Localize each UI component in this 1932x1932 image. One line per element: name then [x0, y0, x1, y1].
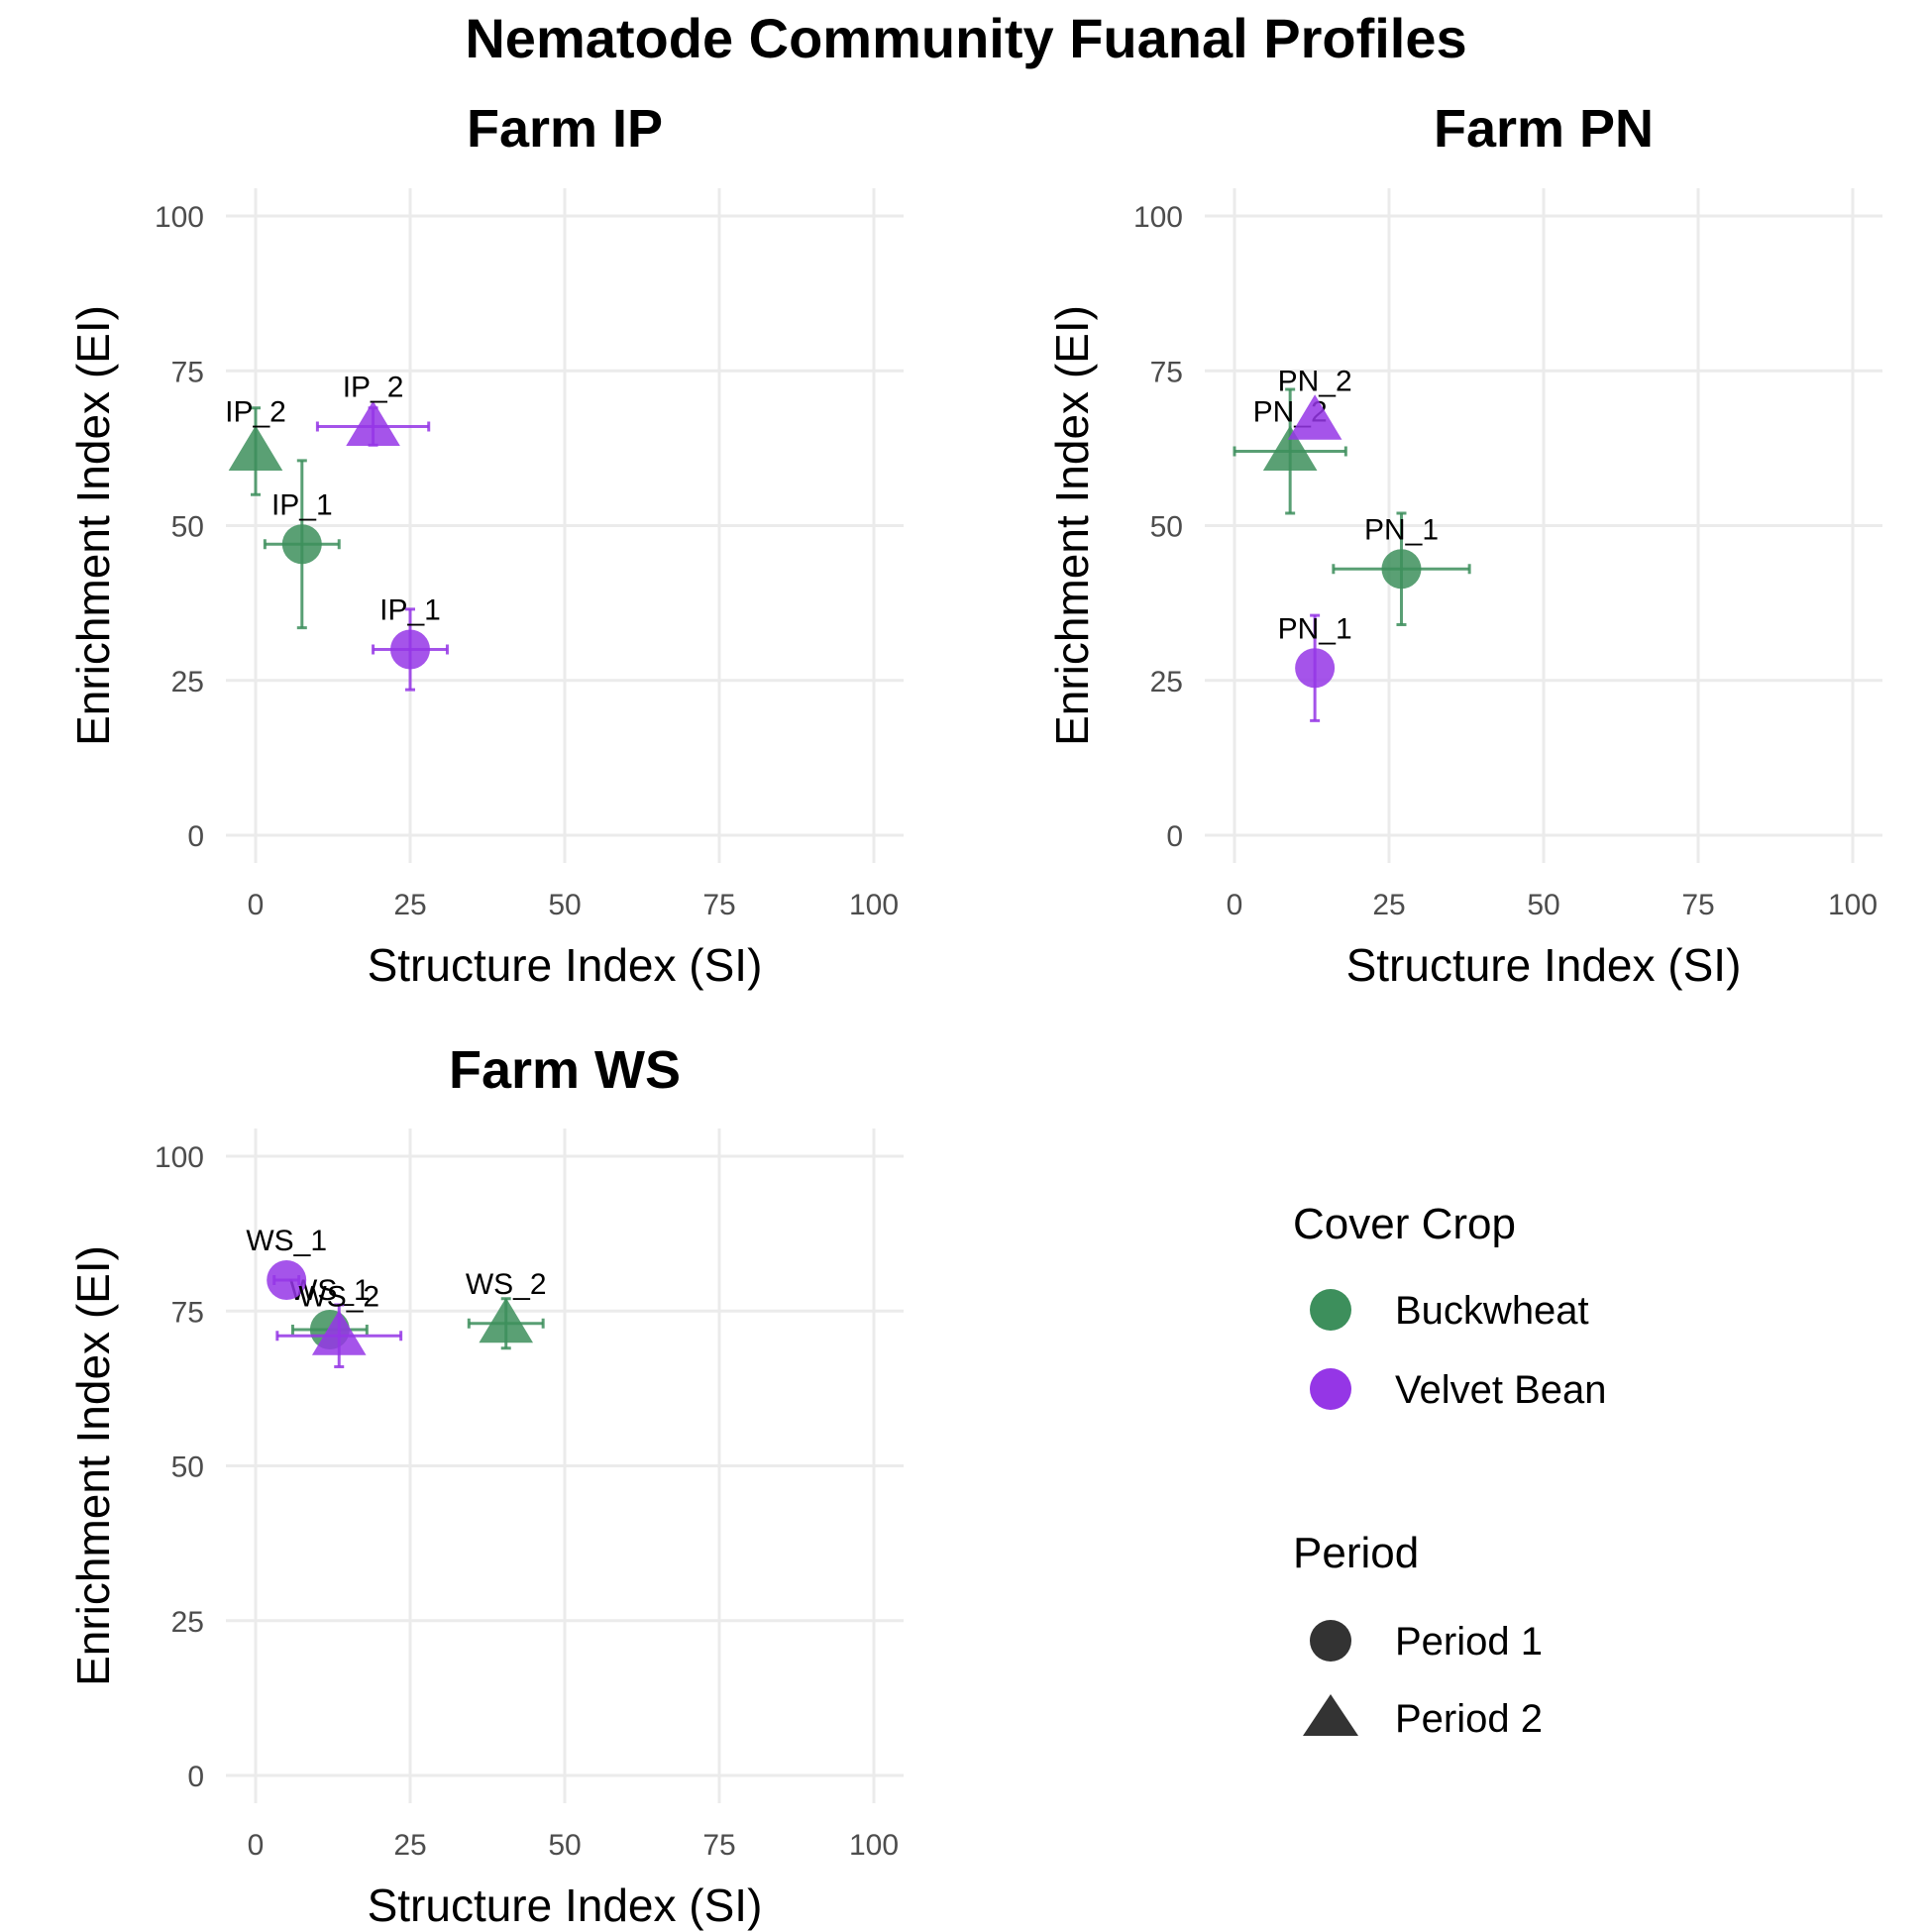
x-tick-label: 75: [702, 889, 735, 921]
data-point-group: PN_1: [1278, 612, 1352, 722]
y-tick-label: 100: [1133, 201, 1183, 234]
legend-label-velvet-bean: Velvet Bean: [1395, 1368, 1607, 1412]
legend-label-buckwheat: Buckwheat: [1395, 1289, 1589, 1333]
x-tick-label: 25: [393, 1829, 426, 1862]
y-tick-label: 50: [1150, 511, 1183, 544]
data-point-triangle: [228, 425, 283, 471]
data-point-group: WS_2: [466, 1268, 547, 1350]
panel-title: Farm PN: [1434, 99, 1654, 159]
x-tick-label: 100: [849, 889, 899, 921]
point-label: WS_2: [298, 1280, 379, 1313]
y-tick-label: 25: [171, 1606, 204, 1639]
x-tick-label: 50: [1527, 889, 1559, 921]
legend-swatch-velvet-bean: [1310, 1368, 1351, 1410]
data-point-circle: [1381, 549, 1422, 590]
y-tick-label: 100: [155, 1141, 204, 1174]
data-point-group: IP_1: [372, 594, 449, 692]
point-label: WS_2: [466, 1268, 547, 1301]
y-tick-label: 0: [187, 1761, 204, 1793]
legend-shape-triangle: [1303, 1694, 1358, 1736]
x-tick-label: 50: [548, 889, 581, 921]
point-label: IP_2: [225, 396, 286, 429]
figure-title: Nematode Community Fuanal Profiles: [465, 7, 1466, 69]
y-tick-label: 75: [1150, 356, 1183, 388]
x-tick-label: 0: [248, 1829, 265, 1862]
data-point-group: PN_2: [1233, 387, 1347, 515]
data-point-triangle: [346, 400, 400, 446]
data-point-circle: [267, 1260, 307, 1300]
y-axis-label: Enrichment Index (EI): [1046, 305, 1098, 746]
point-label: PN_1: [1364, 513, 1439, 546]
legend-title-period: Period: [1293, 1529, 1419, 1577]
x-tick-label: 75: [702, 1829, 735, 1862]
y-tick-label: 0: [187, 820, 204, 853]
legend: Cover Crop Buckwheat Velvet Bean Period …: [1293, 1200, 1607, 1741]
x-tick-label: 25: [393, 889, 426, 921]
x-tick-label: 25: [1372, 889, 1405, 921]
panel-title: Farm WS: [449, 1040, 681, 1100]
x-axis-label: Structure Index (SI): [368, 939, 763, 991]
data-point-triangle: [479, 1297, 534, 1343]
data-point-triangle: [1287, 394, 1342, 440]
y-tick-label: 75: [171, 1296, 204, 1329]
data-point-group: PN_1: [1332, 511, 1471, 626]
y-tick-label: 25: [171, 666, 204, 698]
legend-title-crop: Cover Crop: [1293, 1200, 1516, 1248]
x-tick-label: 75: [1681, 889, 1714, 921]
point-label: PN_2: [1278, 365, 1352, 397]
data-point-circle: [1295, 648, 1336, 689]
point-label: WS_1: [246, 1225, 327, 1257]
data-point-triangle: [311, 1310, 367, 1355]
y-axis-label: Enrichment Index (EI): [67, 1245, 119, 1686]
point-label: IP_1: [271, 488, 333, 521]
legend-swatch-buckwheat: [1310, 1289, 1351, 1331]
data-point-group: IP_2: [225, 396, 286, 496]
x-axis-label: Structure Index (SI): [368, 1879, 763, 1931]
x-tick-label: 100: [1828, 889, 1878, 921]
data-point-group: WS_2: [275, 1280, 403, 1368]
data-point-group: WS_1: [246, 1225, 327, 1300]
x-tick-label: 100: [849, 1829, 899, 1862]
panel-2: 0 25 50 75 100 0 25 50 75 100 Structure Index (SI)…: [67, 1040, 904, 1931]
y-tick-label: 50: [171, 511, 204, 544]
x-axis-label: Structure Index (SI): [1346, 939, 1742, 991]
panel-0: 0 25 50 75 100 0 25 50 75 100 Structure Index (SI)…: [67, 99, 904, 991]
legend-shape-circle: [1310, 1620, 1351, 1662]
data-point-group: IP_1: [263, 459, 341, 630]
point-label: PN_1: [1278, 612, 1352, 645]
y-axis-label: Enrichment Index (EI): [67, 305, 119, 746]
data-point-group: PN_2: [1278, 365, 1352, 440]
data-point-circle: [281, 524, 322, 565]
y-tick-label: 100: [155, 201, 204, 234]
y-tick-label: 75: [171, 356, 204, 388]
y-tick-label: 25: [1150, 666, 1183, 698]
y-tick-label: 0: [1166, 820, 1183, 853]
data-point-triangle: [1262, 425, 1318, 471]
x-tick-label: 50: [548, 1829, 581, 1862]
panel-title: Farm IP: [467, 99, 663, 159]
panels: 0 25 50 75 100 0 25 50 75 100 Structure Index (SI)…: [67, 99, 1882, 1931]
legend-label-period-1: Period 1: [1395, 1620, 1543, 1664]
point-label: IP_2: [343, 372, 404, 404]
x-tick-label: 0: [248, 889, 265, 921]
y-tick-label: 50: [171, 1451, 204, 1484]
data-point-group: IP_2: [315, 372, 431, 447]
x-tick-label: 0: [1227, 889, 1243, 921]
point-label: IP_1: [379, 594, 441, 627]
legend-label-period-2: Period 2: [1395, 1697, 1543, 1741]
panel-1: 0 25 50 75 100 0 25 50 75 100 Structure Index (SI)…: [1046, 99, 1882, 991]
data-point-circle: [390, 629, 430, 670]
